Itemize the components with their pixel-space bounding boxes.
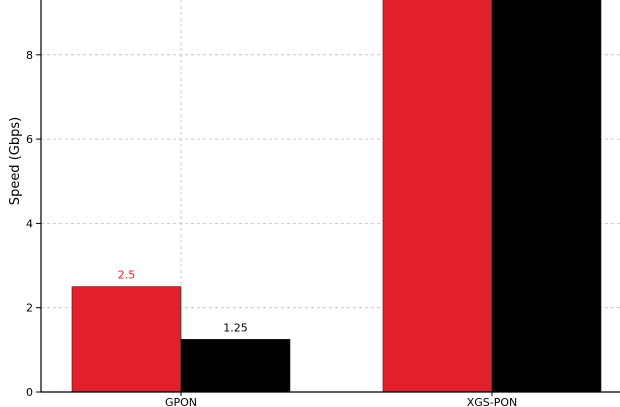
x-tick-label: XGS-PON xyxy=(467,396,518,407)
y-tick-label: 6 xyxy=(26,133,33,146)
axes xyxy=(36,0,620,396)
bar xyxy=(382,0,493,392)
y-tick-label: 0 xyxy=(26,386,33,399)
labels: 0 2 4 6 8 2.5 1.25 GPON XGS-PON Speed (Gbps) xyxy=(8,49,517,407)
y-tick-label: 4 xyxy=(26,217,33,230)
bar xyxy=(180,339,291,392)
bar xyxy=(491,0,602,392)
y-tick-label: 8 xyxy=(26,49,33,62)
y-tick-label: 2 xyxy=(26,302,33,315)
bars xyxy=(71,0,602,392)
data-label: 2.5 xyxy=(118,269,136,282)
x-tick-label: GPON xyxy=(165,396,197,407)
data-label: 1.25 xyxy=(223,321,248,334)
bar xyxy=(71,286,182,392)
y-axis-title: Speed (Gbps) xyxy=(8,117,23,205)
